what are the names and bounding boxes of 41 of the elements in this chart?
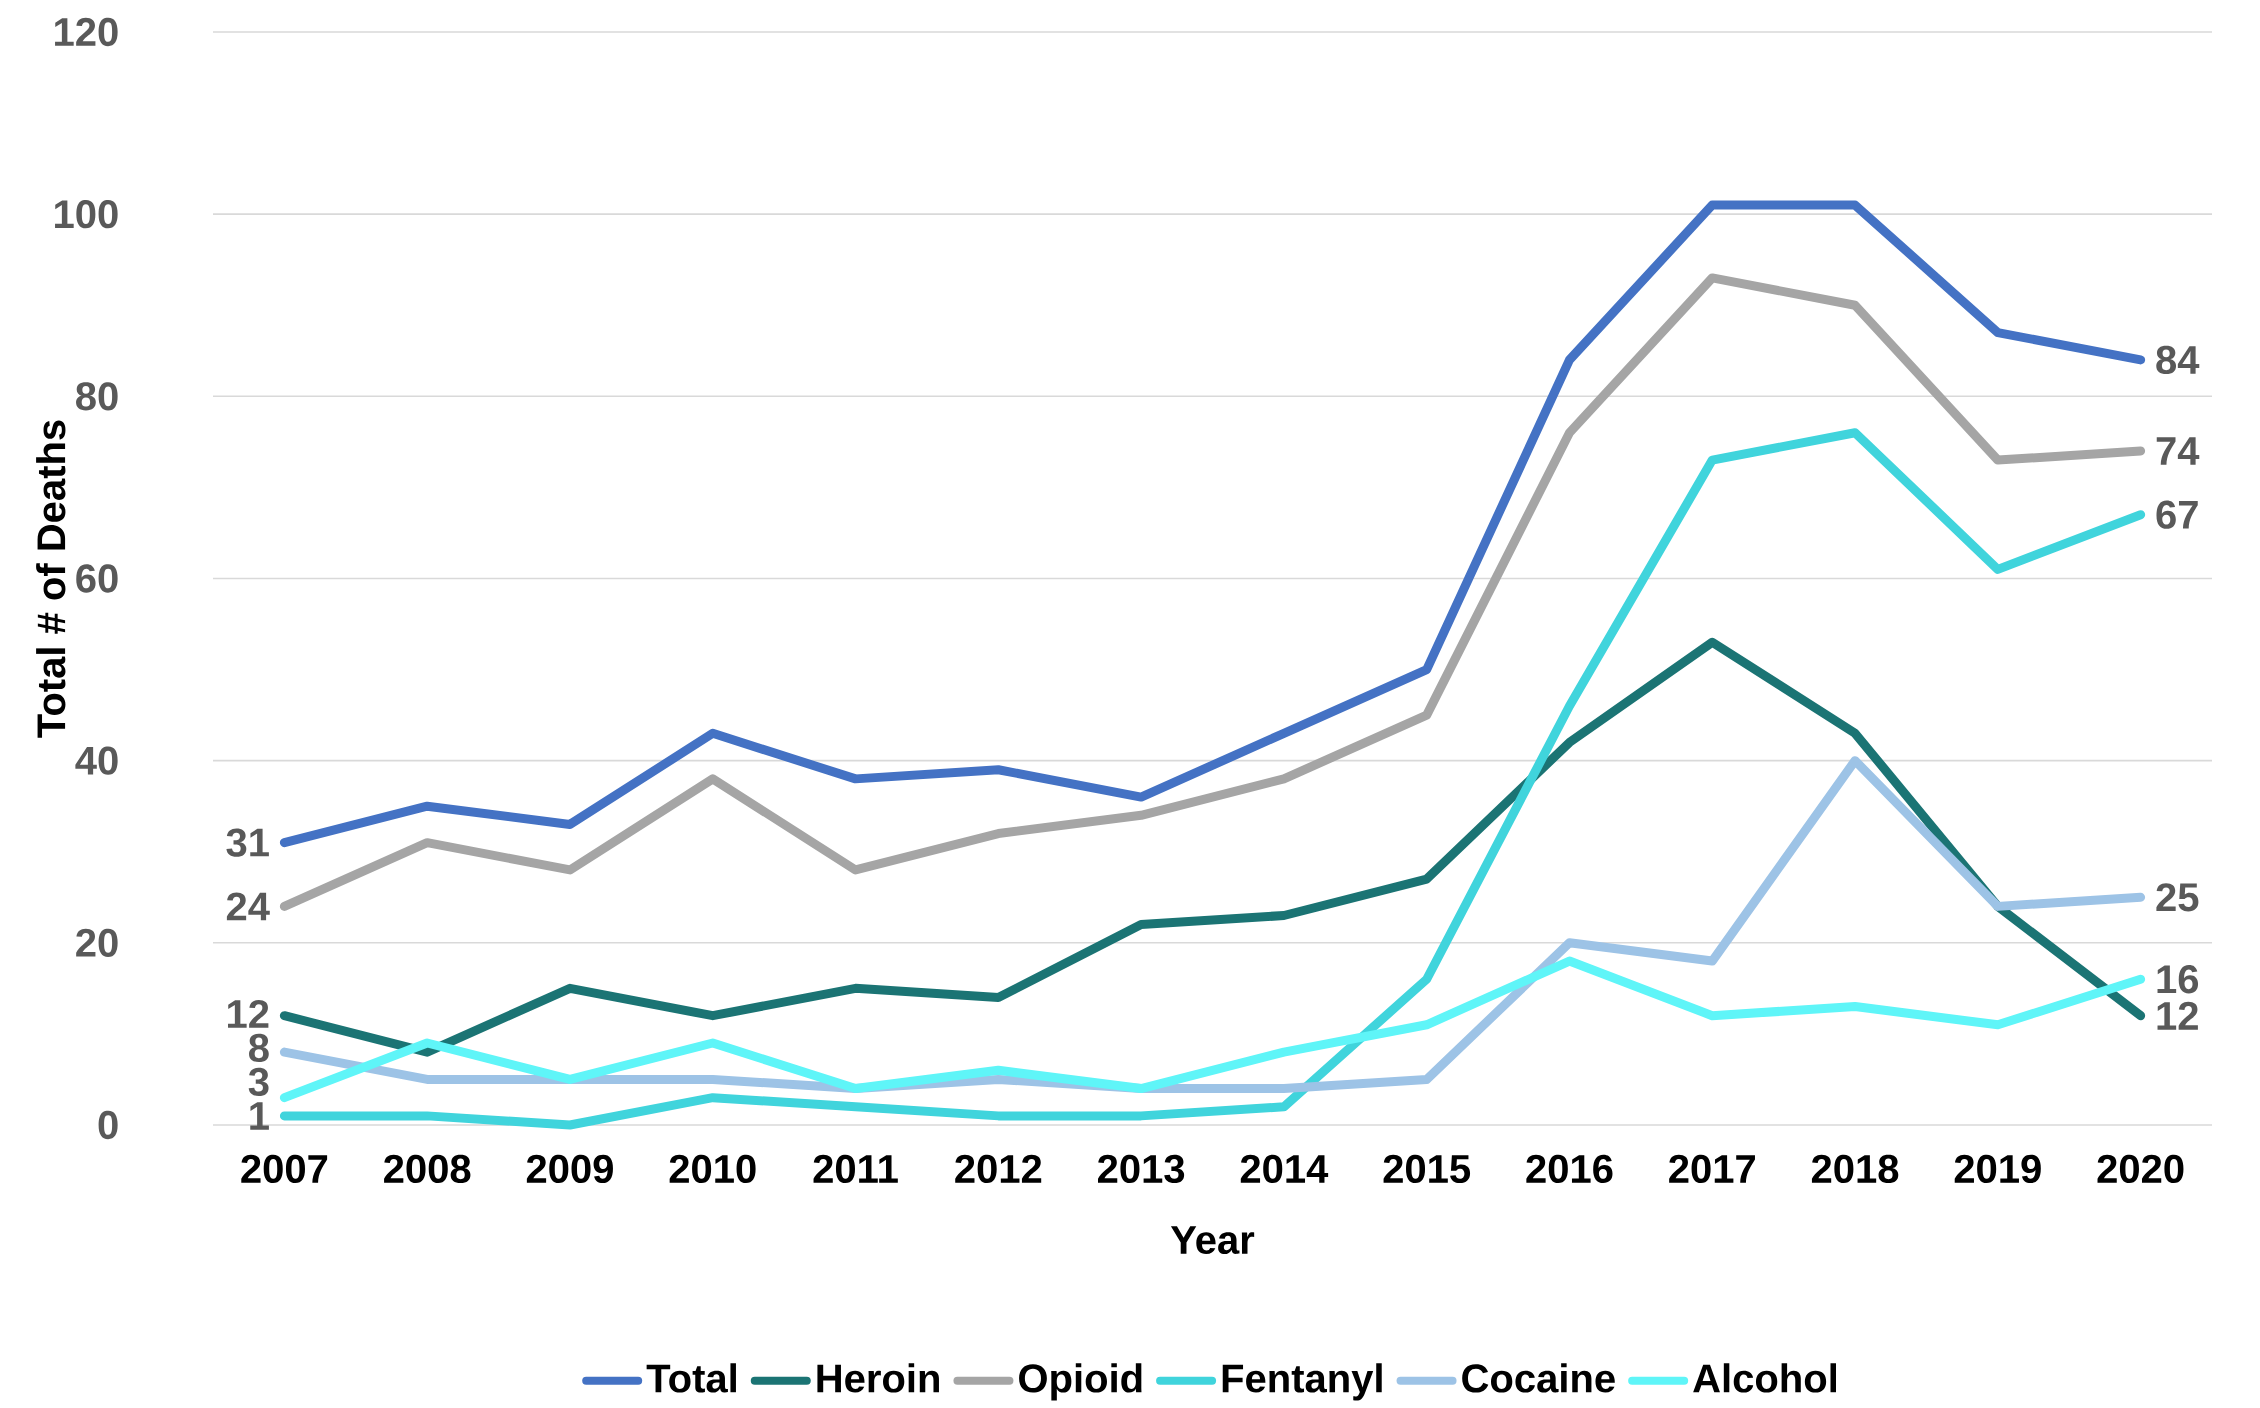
data-label: 31 (226, 828, 269, 857)
data-label: 16 (2157, 965, 2199, 994)
x-tick-label: 2010 (669, 1154, 756, 1184)
legend-label: Total (646, 1363, 736, 1393)
data-label: 24 (226, 892, 270, 921)
x-axis-title: Year (1170, 1226, 1255, 1255)
y-tick-label: 20 (76, 928, 118, 957)
y-axis-title: Total # of Deaths (36, 420, 66, 738)
data-label: 67 (2156, 500, 2198, 529)
x-tick-label: 2018 (1811, 1154, 1899, 1184)
data-label: 1 (250, 1102, 269, 1130)
x-tick-label: 2008 (384, 1154, 471, 1184)
data-label: 3 (248, 1067, 269, 1097)
legend-label: Opioid (1019, 1363, 1142, 1401)
y-tick-label: 0 (98, 1110, 118, 1140)
data-label: 25 (2156, 883, 2199, 912)
legend-label: Alcohol (1693, 1363, 1836, 1393)
x-tick-label: 2015 (1383, 1154, 1471, 1184)
legend-label: Cocaine (1462, 1363, 1615, 1393)
x-tick-label: 2020 (2097, 1154, 2184, 1184)
x-tick-label: 2011 (813, 1154, 898, 1184)
x-tick-label: 2007 (241, 1154, 328, 1184)
y-tick-label: 40 (75, 746, 118, 775)
x-tick-label: 2014 (1240, 1154, 1329, 1184)
data-label: 12 (2157, 1001, 2198, 1030)
y-tick-label: 120 (55, 17, 118, 47)
x-tick-label: 2009 (526, 1154, 613, 1184)
data-label: 8 (249, 1033, 269, 1063)
data-label: 84 (2156, 345, 2200, 375)
y-tick-label: 80 (76, 382, 118, 411)
x-tick-label: 2017 (1669, 1154, 1755, 1184)
legend-label: Fentanyl (1222, 1363, 1382, 1401)
x-tick-label: 2016 (1526, 1154, 1613, 1184)
x-tick-label: 2019 (1954, 1154, 2041, 1184)
x-tick-label: 2013 (1098, 1154, 1185, 1184)
data-label: 74 (2156, 437, 2200, 465)
data-label: 12 (228, 999, 269, 1028)
y-tick-label: 60 (76, 564, 118, 593)
y-tick-label: 100 (55, 200, 118, 229)
x-tick-label: 2012 (955, 1154, 1042, 1184)
legend-label: Heroin (817, 1363, 939, 1393)
